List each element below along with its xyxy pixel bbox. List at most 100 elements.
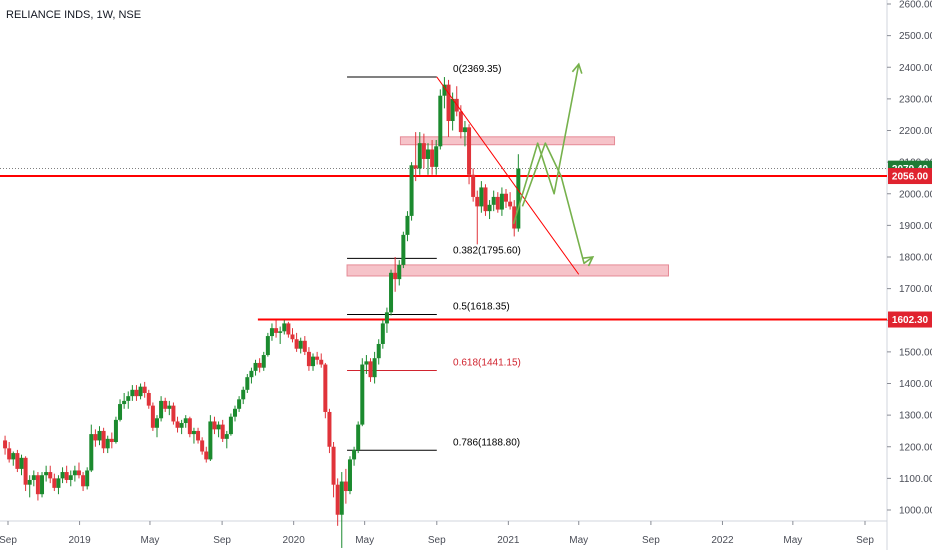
candle-body	[196, 430, 201, 441]
candle-body	[360, 364, 365, 425]
candle-body	[89, 434, 94, 471]
candle-body	[261, 355, 266, 368]
x-tick-label: May	[783, 535, 802, 546]
candle-body	[175, 421, 180, 428]
candle-body	[68, 475, 73, 480]
candle-body	[282, 323, 287, 332]
candle-body	[11, 453, 16, 460]
candle-body	[384, 312, 389, 324]
candle-body	[508, 201, 513, 207]
candle-body	[146, 392, 151, 406]
candle-body	[487, 204, 492, 212]
candle-body	[31, 475, 36, 480]
candle-body	[208, 421, 213, 460]
candle-body	[327, 411, 332, 447]
candle-body	[150, 405, 155, 428]
trend-line[interactable]	[436, 76, 580, 275]
candle-body	[446, 84, 451, 122]
candle-body	[126, 396, 131, 401]
x-tick-label: Sep	[642, 535, 660, 546]
candle-body	[343, 481, 348, 492]
candle-body	[339, 481, 344, 515]
y-tick-label: 1900.00	[899, 221, 932, 232]
candle-body	[249, 370, 254, 378]
candle-body	[171, 405, 176, 422]
price-tag-level	[888, 168, 932, 185]
projection-arrow-head	[571, 62, 583, 74]
fib-level-label: 0.618(1441.15)	[453, 357, 521, 368]
candle-body	[368, 361, 373, 378]
candle-body	[265, 336, 270, 356]
candle-body	[44, 472, 49, 476]
candle-body	[76, 470, 81, 476]
fib-level-label: 0.786(1188.80)	[453, 437, 520, 448]
candle-body	[15, 453, 20, 469]
y-tick-label: 2000.00	[899, 189, 932, 200]
candle-body	[331, 446, 336, 485]
candle-body	[393, 272, 398, 280]
fib-level-label: 0(2369.35)	[453, 64, 501, 75]
x-tick-label: 2022	[711, 535, 734, 546]
candle-body	[109, 438, 114, 443]
fib-level-label: 0.382(1795.60)	[453, 245, 521, 256]
candle-body	[241, 389, 246, 400]
resistance-support-zone[interactable]	[399, 136, 616, 146]
candle-body	[479, 187, 484, 207]
candle-body	[48, 472, 53, 479]
candle-body	[417, 143, 422, 169]
x-tick-label: Sep	[428, 535, 446, 546]
candle-body	[130, 389, 135, 397]
candle-body	[413, 165, 418, 169]
candle-body	[23, 457, 28, 485]
x-tick-label: May	[355, 535, 374, 546]
x-tick-label: 2020	[283, 535, 306, 546]
projection-path[interactable]	[521, 142, 594, 265]
candle-body	[122, 400, 127, 405]
candle-body	[19, 457, 24, 469]
candle-body	[467, 127, 472, 175]
resistance-support-zone[interactable]	[346, 264, 669, 277]
candle-body	[224, 434, 229, 439]
candle-body	[191, 430, 196, 435]
y-tick-label: 1700.00	[899, 284, 932, 295]
candle-body	[512, 206, 517, 229]
candle-body	[294, 339, 299, 349]
y-tick-label: 2400.00	[899, 63, 932, 74]
candle-body	[376, 343, 381, 359]
candle-body	[495, 196, 500, 210]
candle-body	[228, 416, 233, 435]
candle-body	[302, 340, 307, 352]
candle-body	[364, 361, 369, 365]
candle-body	[438, 95, 443, 147]
candle-body	[220, 424, 225, 439]
candle-body	[56, 478, 61, 488]
candle-body	[245, 377, 250, 390]
candle-body	[35, 475, 40, 495]
y-tick-label: 2600.00	[899, 0, 932, 11]
candle-body	[335, 484, 340, 515]
candle-body	[442, 84, 447, 96]
candle-body	[163, 400, 168, 409]
y-tick-label: 2200.00	[899, 126, 932, 137]
candle-body	[516, 168, 521, 229]
price-tag-label: 1602.30	[892, 315, 929, 326]
candle-body	[200, 440, 205, 452]
candle-body	[462, 127, 467, 133]
candle-body	[380, 323, 385, 344]
candle-body	[401, 234, 406, 265]
candle-body	[159, 400, 164, 419]
y-tick-label: 1100.00	[899, 474, 932, 485]
candle-body	[253, 362, 258, 371]
candle-body	[204, 451, 209, 460]
candle-body	[491, 196, 496, 205]
y-tick-label: 1200.00	[899, 442, 932, 453]
candle-body	[471, 174, 476, 197]
candle-body	[72, 470, 77, 476]
y-tick-label: 1800.00	[899, 253, 932, 264]
projection-path[interactable]	[512, 63, 580, 225]
candle-body	[475, 196, 480, 207]
candle-body	[504, 193, 509, 202]
candle-body	[64, 472, 69, 480]
